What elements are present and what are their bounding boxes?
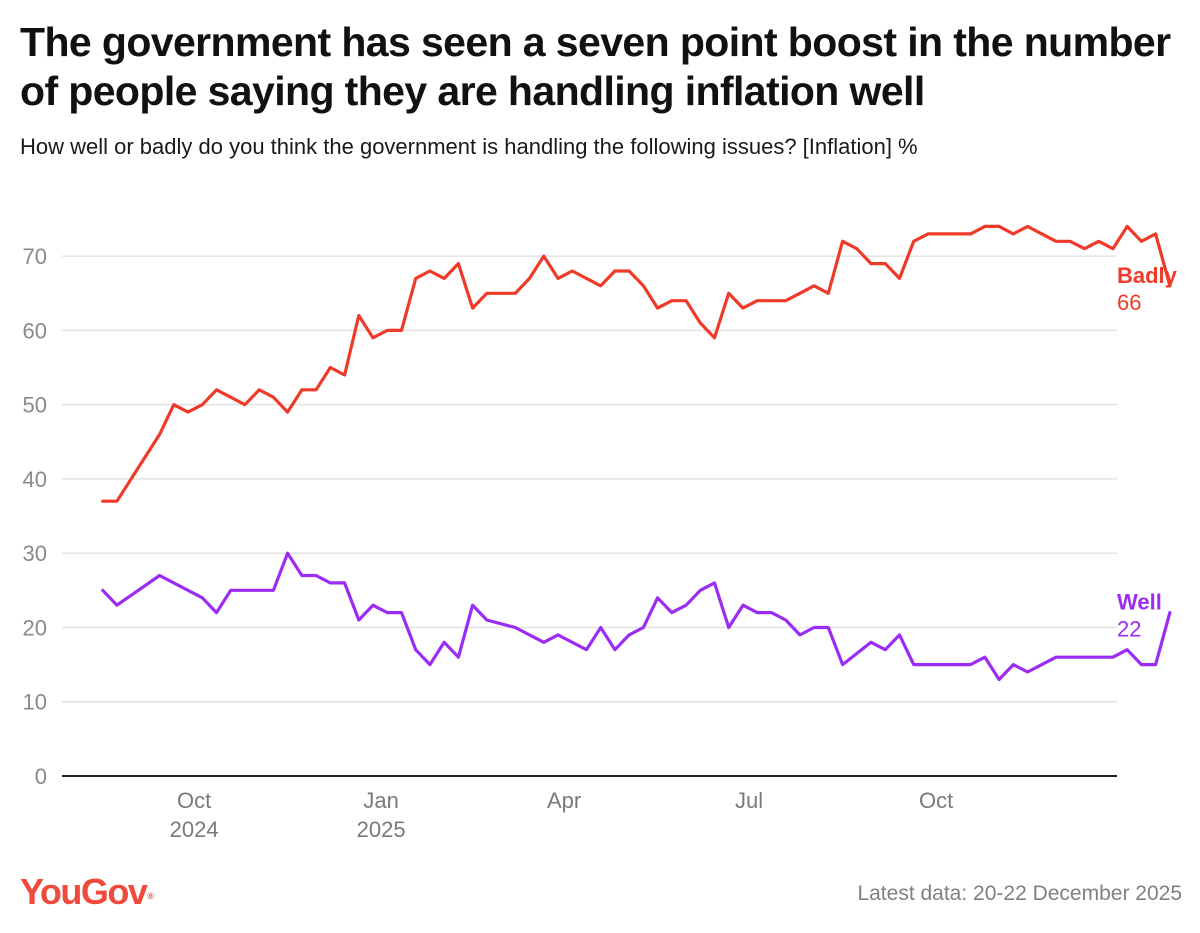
x-axis-ticks: Oct 2024 Jan 2025 Apr Jul Oct: [170, 788, 954, 842]
latest-data-note: Latest data: 20-22 December 2025: [857, 882, 1182, 905]
x-tick-year-label: 2024: [170, 817, 219, 842]
end-value-badly: 66: [1117, 290, 1141, 315]
y-tick-label: 70: [23, 244, 47, 269]
end-label-badly: Badly: [1117, 263, 1178, 288]
chart-title: The government has seen a seven point bo…: [20, 19, 1171, 114]
y-tick-label: 40: [23, 467, 47, 492]
series-lines: [101, 224, 1172, 682]
yougov-logo: YouGov®: [20, 872, 154, 912]
y-tick-label: 50: [23, 393, 47, 418]
gridlines: [62, 255, 1117, 703]
x-tick-label: Oct: [177, 788, 211, 813]
y-axis-ticks: 0 10 20 30 40 50 60 70: [23, 244, 47, 789]
y-tick-label: 60: [23, 318, 47, 343]
y-tick-label: 10: [23, 690, 47, 715]
logo-registered-mark: ®: [147, 891, 154, 901]
x-tick-label: Jul: [735, 788, 763, 813]
logo-text: YouGov: [20, 871, 148, 912]
y-tick-label: 30: [23, 541, 47, 566]
y-tick-label: 0: [35, 764, 47, 789]
series-line-well: [101, 551, 1172, 682]
series-line-badly: [101, 224, 1172, 503]
y-tick-label: 20: [23, 615, 47, 640]
x-tick-label: Jan: [363, 788, 398, 813]
x-tick-label: Apr: [547, 788, 581, 813]
end-value-well: 22: [1117, 617, 1141, 642]
x-tick-year-label: 2025: [357, 817, 406, 842]
chart-subtitle: How well or badly do you think the gover…: [20, 134, 918, 159]
end-label-well: Well: [1117, 590, 1162, 615]
x-tick-label: Oct: [919, 788, 953, 813]
